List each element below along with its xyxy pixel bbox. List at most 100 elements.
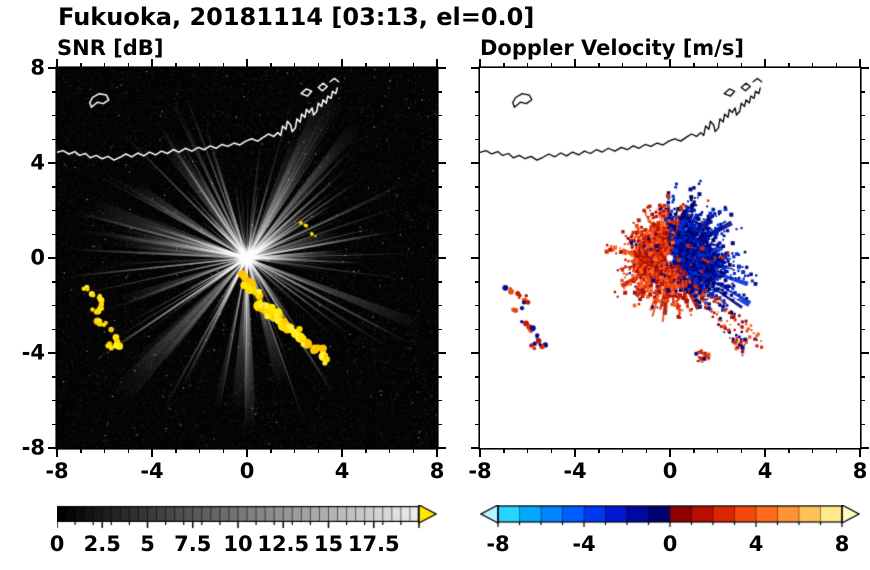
axis-tick xyxy=(48,447,57,449)
axis-tick xyxy=(475,376,480,378)
snr-plot-area: -8 -8 -4 -4 0 0 4 4 8 8 xyxy=(22,57,446,482)
axis-tick xyxy=(341,448,343,457)
axis-tick xyxy=(471,447,480,449)
x-tick-label: 8 xyxy=(429,459,445,483)
axis-tick xyxy=(52,376,57,378)
axis-tick xyxy=(175,448,177,453)
axis-tick xyxy=(52,281,57,283)
snr-colorbar-tick-label: 10 xyxy=(223,532,253,556)
axis-tick xyxy=(645,448,647,453)
axis-tick xyxy=(860,352,869,354)
axis-tick xyxy=(550,448,552,453)
velocity-colorbar xyxy=(480,505,860,531)
axis-tick xyxy=(835,448,837,453)
axis-tick xyxy=(80,63,82,68)
axis-tick xyxy=(860,376,865,378)
axis-tick xyxy=(811,63,814,68)
axis-tick xyxy=(270,448,272,453)
snr-colorbar-labels: 0 2.5 5 7.5 10 12.5 15 17.5 xyxy=(50,532,437,560)
y-tick-label: 4 xyxy=(30,150,45,175)
y-tick-label: -8 xyxy=(21,435,45,460)
axis-tick xyxy=(103,63,106,68)
axis-tick xyxy=(365,63,367,68)
axis-tick xyxy=(621,448,624,453)
axis-tick xyxy=(293,448,296,453)
velocity-radar-image xyxy=(480,68,860,448)
x-tick-label: -4 xyxy=(563,459,587,483)
axis-tick xyxy=(740,448,742,453)
x-tick-label: 0 xyxy=(239,459,255,483)
axis-tick xyxy=(436,59,438,68)
x-tick-label: -8 xyxy=(468,459,492,483)
axis-tick xyxy=(788,63,790,68)
axis-tick xyxy=(437,91,442,93)
axis-tick xyxy=(317,448,319,453)
axis-tick xyxy=(388,448,391,453)
axis-tick xyxy=(388,63,391,68)
snr-colorbar-tick-label: 15 xyxy=(313,532,344,556)
x-tick-label: 4 xyxy=(757,459,773,483)
axis-tick xyxy=(475,209,480,212)
x-tick-label: 0 xyxy=(662,459,678,483)
axis-tick xyxy=(52,209,57,212)
axis-tick xyxy=(860,281,865,283)
axis-tick xyxy=(471,257,480,259)
axis-tick xyxy=(56,59,58,68)
axis-tick xyxy=(52,114,57,117)
axis-tick xyxy=(859,448,861,457)
axis-tick xyxy=(437,352,446,354)
figure-title: Fukuoka, 20181114 [03:13, el=0.0] xyxy=(58,3,535,31)
axis-tick xyxy=(860,399,865,402)
axis-tick xyxy=(437,281,442,283)
snr-radar-image xyxy=(57,68,437,448)
axis-tick xyxy=(437,138,442,140)
axis-tick xyxy=(151,448,153,457)
axis-tick xyxy=(764,59,766,68)
axis-tick xyxy=(437,399,442,402)
axis-tick xyxy=(574,59,576,68)
axis-tick xyxy=(471,352,480,354)
axis-tick xyxy=(475,186,480,188)
axis-tick xyxy=(198,448,201,453)
axis-tick xyxy=(693,63,695,68)
velocity-colorbar-tick-label: 4 xyxy=(748,532,764,556)
axis-tick xyxy=(716,63,719,68)
axis-tick xyxy=(48,67,57,69)
axis-tick xyxy=(293,63,296,68)
axis-tick xyxy=(52,233,57,235)
axis-tick xyxy=(52,399,57,402)
axis-tick xyxy=(526,63,529,68)
axis-tick xyxy=(341,59,343,68)
axis-tick xyxy=(127,448,129,453)
axis-tick xyxy=(788,448,790,453)
axis-tick xyxy=(475,233,480,235)
axis-tick xyxy=(764,448,766,457)
velocity-colorbar-labels: -8 -4 0 4 8 xyxy=(480,534,860,560)
axis-tick xyxy=(475,281,480,283)
axis-tick xyxy=(693,448,695,453)
x-tick-label: -4 xyxy=(140,459,164,483)
axis-tick xyxy=(270,63,272,68)
axis-tick xyxy=(437,162,446,164)
axis-tick xyxy=(103,448,106,453)
axis-tick xyxy=(436,448,438,457)
axis-tick xyxy=(860,114,865,117)
axis-tick xyxy=(412,448,414,453)
axis-tick xyxy=(471,67,480,69)
axis-tick xyxy=(198,63,201,68)
axis-tick xyxy=(860,423,865,425)
axis-tick xyxy=(479,448,481,457)
axis-tick xyxy=(479,59,481,68)
snr-colorbar-tick-label: 7.5 xyxy=(174,532,212,556)
axis-tick xyxy=(437,233,442,235)
axis-tick xyxy=(598,448,600,453)
axis-tick xyxy=(475,399,480,402)
axis-tick xyxy=(860,233,865,235)
snr-colorbar-tick-label: 17.5 xyxy=(347,532,400,556)
y-tick-label: 8 xyxy=(30,55,45,80)
snr-panel-title: SNR [dB] xyxy=(57,36,164,60)
velocity-panel-title: Doppler Velocity [m/s] xyxy=(480,36,744,60)
axis-tick xyxy=(860,209,865,212)
x-tick-label: 4 xyxy=(334,459,350,483)
axis-tick xyxy=(860,447,869,449)
